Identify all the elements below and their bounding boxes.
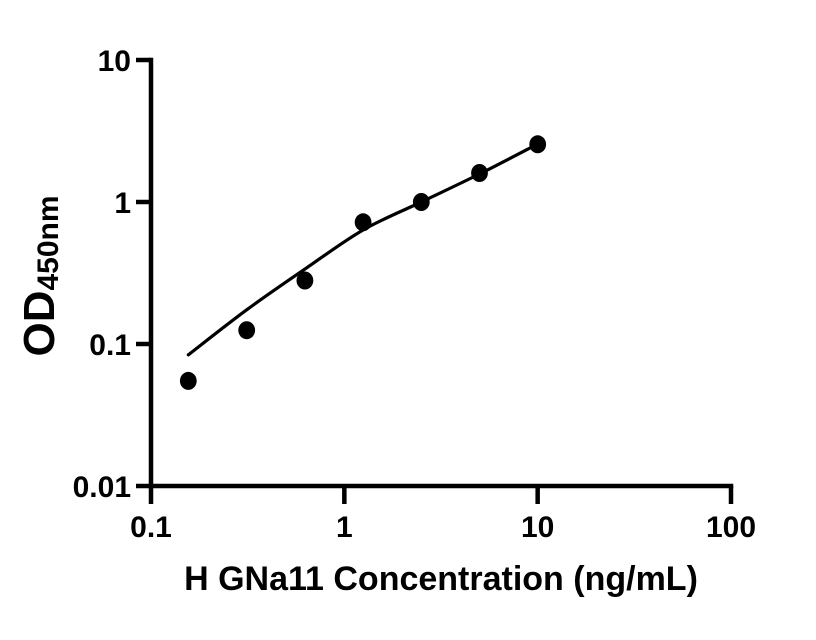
y-tick-label: 0.01 [73,471,131,504]
x-tick-label: 1 [336,511,353,544]
data-point [354,213,372,232]
data-point [412,193,430,211]
data-point [529,135,547,154]
y-axis-title-subscript: 450nm [32,195,65,291]
y-tick-label: 10 [98,45,131,78]
y-tick-label: 0.1 [89,329,131,362]
x-tick-label: 10 [521,511,554,544]
y-axis-title-main: OD [15,290,64,357]
x-axis-title: H GNa11 Concentration (ng/mL) [184,560,698,598]
y-axis-title: OD 450nm [15,162,65,390]
data-point [179,371,197,390]
x-tick-label: 100 [706,511,756,544]
data-point [238,321,256,340]
data-point [296,271,314,290]
y-tick-label: 1 [114,187,131,220]
data-point [471,164,488,182]
x-tick-label: 0.1 [130,511,172,544]
